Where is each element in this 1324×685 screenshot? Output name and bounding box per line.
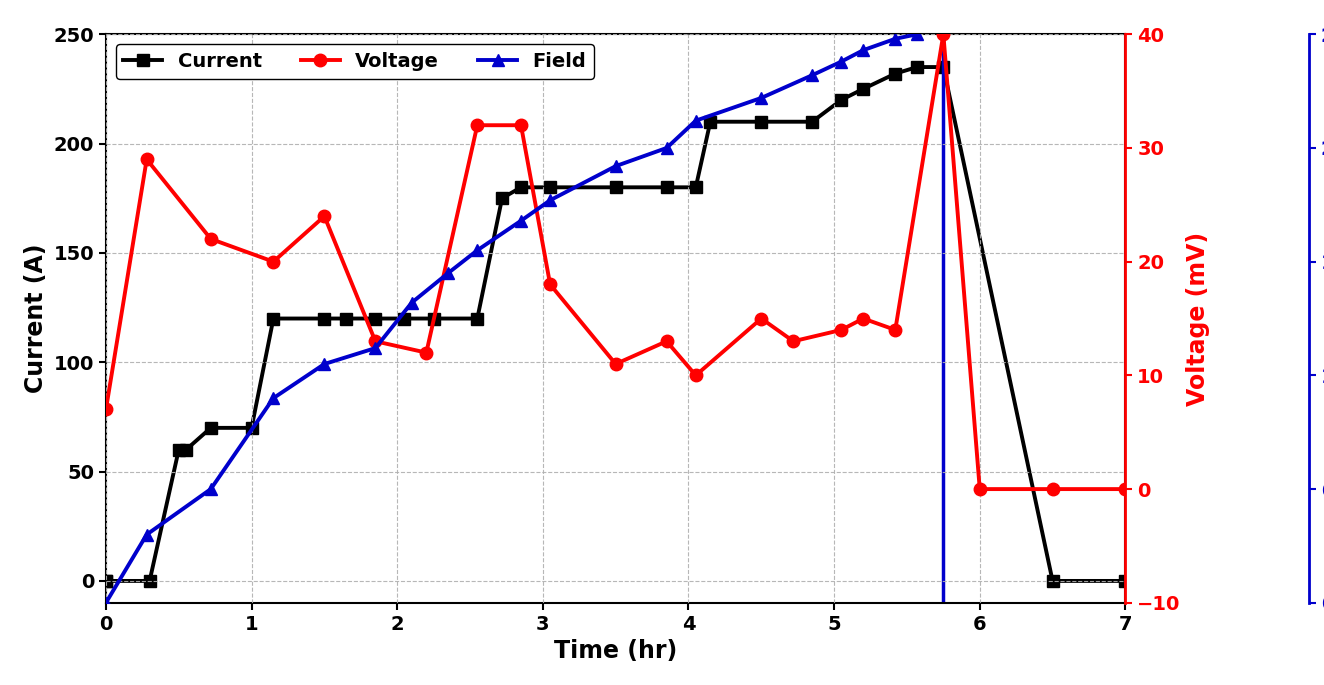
Field (469, 246, 485, 254)
Current (367, 314, 384, 323)
Current (203, 424, 218, 432)
Voltage (753, 314, 769, 323)
Current (338, 314, 354, 323)
Current (397, 314, 413, 323)
X-axis label: Time (hr): Time (hr) (553, 639, 678, 663)
Field (833, 58, 849, 66)
Voltage (855, 314, 871, 323)
Voltage (265, 258, 281, 266)
Voltage (139, 155, 155, 164)
Field (887, 35, 903, 43)
Voltage (785, 337, 801, 345)
Current (608, 183, 624, 191)
Current (687, 183, 703, 191)
Field (367, 344, 384, 352)
Current (265, 314, 281, 323)
Current (543, 183, 559, 191)
Voltage (887, 326, 903, 334)
Field (855, 46, 871, 54)
Field (910, 30, 925, 38)
Current (494, 194, 510, 202)
Current (142, 577, 158, 585)
Current (425, 314, 441, 323)
Current (910, 63, 925, 71)
Y-axis label: Voltage (mV): Voltage (mV) (1186, 232, 1210, 406)
Voltage (1117, 485, 1133, 493)
Voltage (98, 406, 114, 414)
Field (608, 162, 624, 171)
Voltage (658, 337, 674, 345)
Current (855, 85, 871, 93)
Current (1045, 577, 1061, 585)
Voltage (316, 212, 332, 221)
Current (804, 118, 820, 126)
Current (833, 96, 849, 104)
Field (98, 599, 114, 607)
Current (887, 69, 903, 77)
Current (1117, 577, 1133, 585)
Current (316, 314, 332, 323)
Field (139, 530, 155, 538)
Current (512, 183, 528, 191)
Legend: Current, Voltage, Field: Current, Voltage, Field (115, 44, 594, 79)
Field (316, 360, 332, 368)
Field (265, 394, 281, 402)
Current (753, 118, 769, 126)
Voltage (418, 349, 434, 357)
Voltage (512, 121, 528, 129)
Current (469, 314, 485, 323)
Field (203, 485, 218, 493)
Voltage (687, 371, 703, 379)
Field (658, 144, 674, 152)
Field (440, 269, 455, 277)
Current (658, 183, 674, 191)
Field (804, 71, 820, 79)
Field (687, 116, 703, 125)
Field (404, 299, 420, 307)
Line: Field: Field (99, 28, 923, 609)
Voltage (543, 280, 559, 288)
Field (753, 94, 769, 102)
Voltage (203, 235, 218, 243)
Current (98, 577, 114, 585)
Current (177, 446, 193, 454)
Current (244, 424, 260, 432)
Voltage (367, 337, 384, 345)
Current (702, 118, 718, 126)
Voltage (1045, 485, 1061, 493)
Voltage (972, 485, 988, 493)
Line: Current: Current (99, 61, 1132, 587)
Field (512, 216, 528, 225)
Voltage (935, 30, 951, 38)
Current (171, 446, 187, 454)
Field (543, 196, 559, 204)
Current (98, 577, 114, 585)
Voltage (608, 360, 624, 368)
Y-axis label: Current (A): Current (A) (24, 244, 48, 393)
Voltage (469, 121, 485, 129)
Current (935, 63, 951, 71)
Voltage (833, 326, 849, 334)
Line: Voltage: Voltage (99, 28, 1132, 495)
